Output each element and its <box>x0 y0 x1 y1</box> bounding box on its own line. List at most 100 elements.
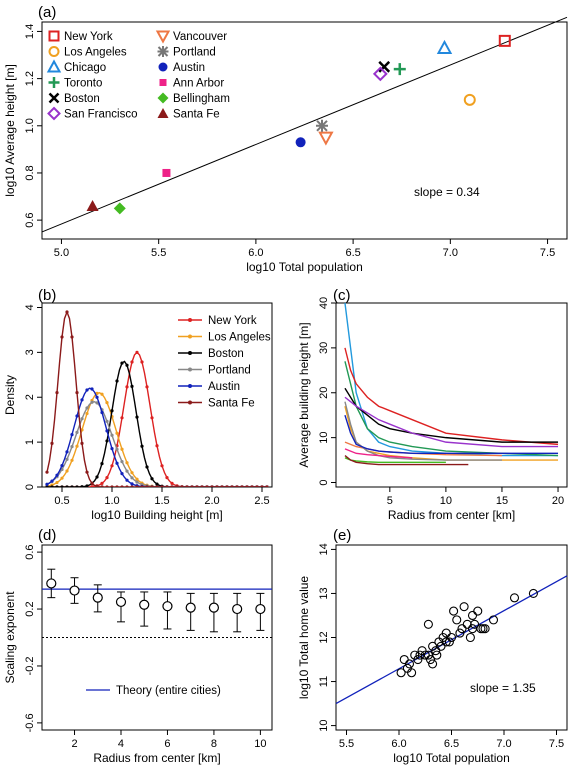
density-point <box>105 419 109 423</box>
density-point <box>70 432 74 437</box>
density-point <box>115 461 119 465</box>
city-point <box>444 637 454 647</box>
y-tick-label: 0 <box>24 484 36 490</box>
density-point <box>80 441 84 445</box>
x-tick-label: 5 <box>387 495 393 507</box>
city-point <box>404 659 415 669</box>
exponent-point <box>208 602 220 613</box>
density-point <box>150 416 154 420</box>
x-tick-label: 5.0 <box>54 247 69 259</box>
legend-label: Portland <box>173 47 216 59</box>
city-point <box>441 628 451 638</box>
city-point <box>86 199 99 211</box>
density-point <box>105 439 109 443</box>
density-point <box>130 476 134 480</box>
x-tick-label: 6 <box>164 738 170 750</box>
city-point <box>318 131 334 146</box>
legend-dot <box>188 351 192 355</box>
density-point <box>195 485 199 487</box>
y-tick-label: 1.4 <box>24 24 36 39</box>
density-point <box>150 477 154 481</box>
density-point <box>155 482 159 486</box>
city-point <box>467 610 478 621</box>
density-point <box>120 472 124 476</box>
density-point <box>130 485 134 487</box>
exponent-point <box>115 596 127 608</box>
x-tick-label: 6.5 <box>345 247 360 259</box>
x-tick-label: 6.5 <box>444 738 459 750</box>
x-tick-label: 0.5 <box>54 495 69 507</box>
legend-marker <box>47 106 61 121</box>
density-point <box>65 310 69 314</box>
density-point <box>95 395 99 399</box>
density-point <box>110 485 114 487</box>
legend-dot <box>188 400 192 405</box>
city-point <box>407 668 417 678</box>
density-point <box>125 478 129 482</box>
exponent-point <box>139 599 150 610</box>
city-point <box>432 650 442 660</box>
y-tick-label: -0.6 <box>24 713 36 732</box>
legend-dot <box>188 318 192 322</box>
density-point <box>60 476 64 480</box>
city-point <box>457 624 467 634</box>
radial-curve <box>344 361 559 457</box>
plot-frame <box>335 302 568 488</box>
density-point <box>130 482 134 486</box>
legend-label: Toronto <box>64 78 102 90</box>
panel-label-a: (a) <box>38 4 56 21</box>
city-point <box>295 137 306 148</box>
density-point <box>115 379 119 383</box>
y-tick-label: 12 <box>318 631 330 643</box>
density-point <box>45 470 49 474</box>
slope-annotation: slope = 0.34 <box>414 185 480 199</box>
density-point <box>100 410 104 415</box>
density-point <box>75 390 79 395</box>
city-point <box>396 668 406 678</box>
density-point <box>145 485 149 487</box>
panel-e-home-value: 5.5 6.0 6.5 7.0 7.5 10 11 12 13 14 log10 Total pop… <box>297 543 568 765</box>
density-point <box>55 485 59 487</box>
legend-marker <box>48 92 60 104</box>
legend-marker <box>48 46 60 57</box>
density-point <box>160 464 164 468</box>
radial-curve <box>344 347 559 446</box>
density-point <box>80 485 84 487</box>
y-tick-label: 30 <box>318 342 330 354</box>
panel-d-exponent: 2 4 6 8 10 -0.6 -0.2 0.2 0.6 Radius from center [… <box>3 544 273 765</box>
panel-c-radial-height: 5 10 15 20 0 10 20 30 40 Radius from center [km] A… <box>297 297 568 522</box>
x-tick-label: 10 <box>254 738 266 750</box>
density-point <box>75 430 79 435</box>
density-point <box>75 414 79 418</box>
density-point <box>235 485 239 487</box>
x-tick-label: 7.5 <box>540 247 555 259</box>
density-point <box>175 485 179 487</box>
density-point <box>115 447 119 451</box>
density-point <box>120 485 124 487</box>
plot-frame <box>41 21 568 240</box>
city-point <box>399 654 409 665</box>
density-point <box>95 475 99 479</box>
density-point <box>225 485 229 487</box>
density-lines <box>45 309 269 487</box>
legend-label: Chicago <box>64 62 106 74</box>
density-point <box>125 385 129 389</box>
x-tick-label: 6.0 <box>248 247 263 259</box>
city-point <box>528 588 538 599</box>
city-point <box>431 646 441 656</box>
legend-label: Vancouver <box>173 31 227 43</box>
legend-label: San Francisco <box>64 109 138 121</box>
y-tick-label: 40 <box>318 297 330 309</box>
density-point <box>140 485 144 487</box>
legend-marker <box>157 92 169 104</box>
density-point <box>85 470 89 474</box>
city-point <box>465 632 475 643</box>
density-point <box>265 485 269 487</box>
density-point <box>180 485 184 487</box>
density-point <box>65 469 69 473</box>
density-point <box>85 411 89 416</box>
density-point <box>95 484 99 487</box>
city-point <box>420 650 430 660</box>
legend-label: Austin <box>173 62 205 74</box>
